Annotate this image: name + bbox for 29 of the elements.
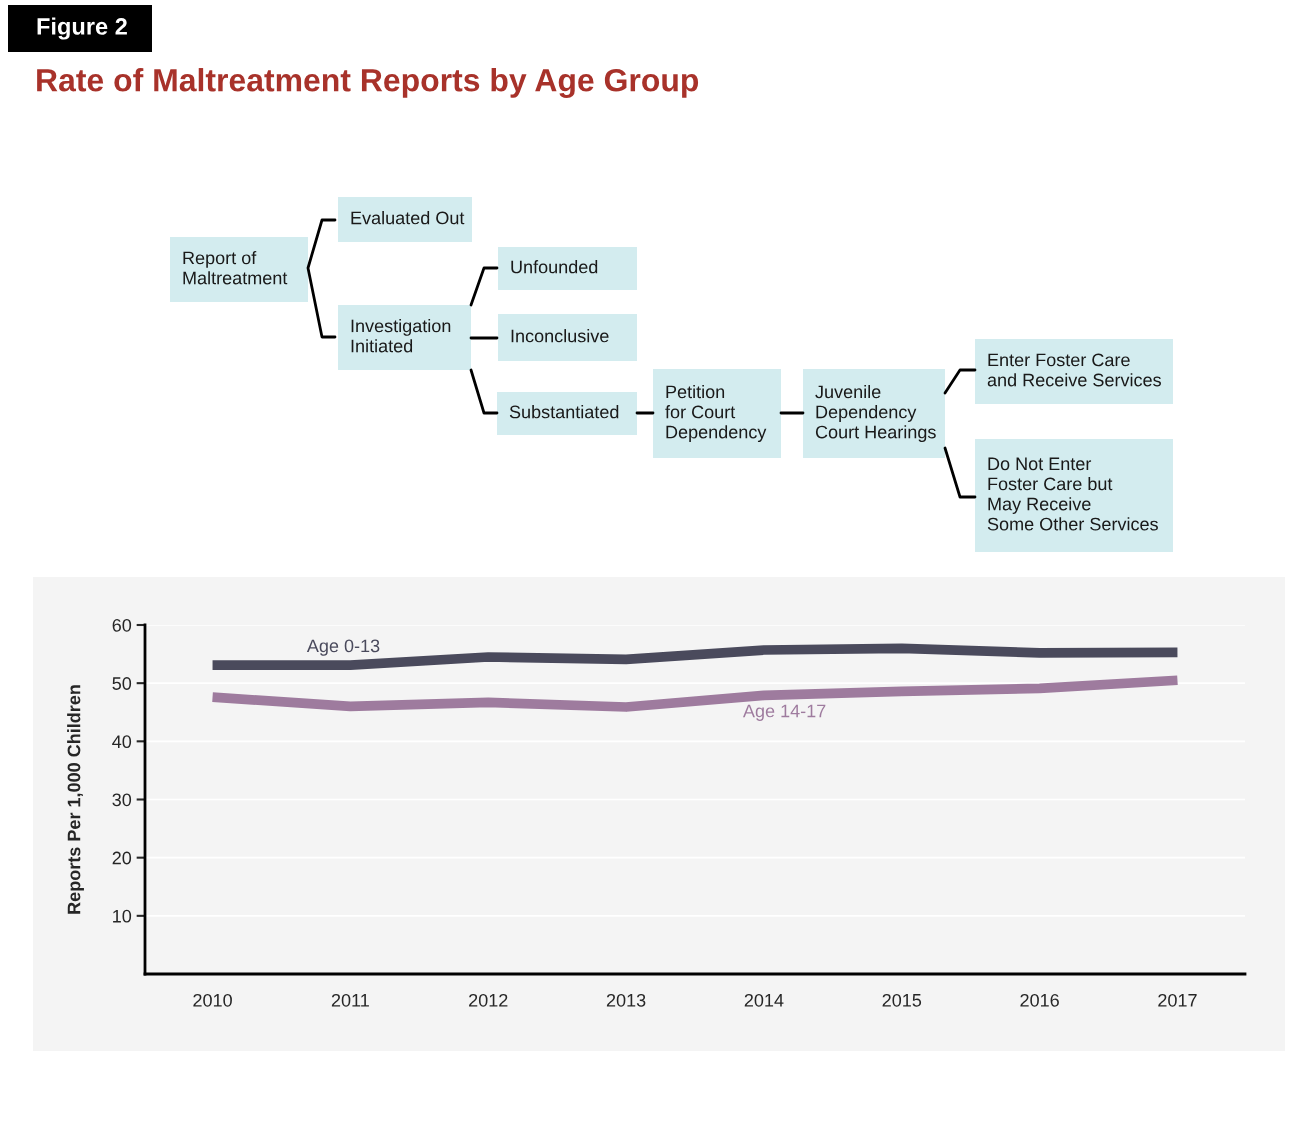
- text: Report of Maltreatment: [183, 251, 288, 285]
- y-tick-label: 50: [112, 677, 132, 690]
- text: Petition for Court Dependency: [665, 384, 767, 443]
- chart-title: Rate of Maltreatment Reports by Age Group: [37, 68, 699, 98]
- text: Unfounded: [511, 260, 598, 274]
- text: Inconclusive: [511, 329, 609, 343]
- x-tick-label: 2015: [882, 993, 922, 1007]
- x-tick-label: 2013: [606, 993, 646, 1007]
- x-tick-label: 2014: [744, 993, 784, 1007]
- text: Enter Foster Care and Receive Services: [987, 353, 1161, 387]
- y-tick-label: 20: [112, 851, 132, 865]
- x-tick-label: 2016: [1020, 993, 1059, 1007]
- x-tick-label: 2012: [469, 993, 508, 1007]
- text: Substantiated: [509, 405, 619, 419]
- caption: Figure 2: [37, 17, 127, 40]
- series-label: Age 14-17: [742, 704, 826, 721]
- y-tick-label: 60: [112, 618, 132, 632]
- x-tick-label: 2010: [193, 993, 232, 1007]
- text: Juvenile Dependency Court Hearings: [815, 384, 936, 443]
- text: Evaluated Out: [351, 211, 465, 225]
- x-tick-label: 2017: [1158, 993, 1197, 1007]
- y-tick-label: 30: [112, 793, 132, 807]
- y-tick-label: 10: [113, 909, 132, 923]
- text: Do Not Enter Foster Care but May Receive Some Other Services: [987, 457, 1158, 531]
- series-label: Age 0-13: [306, 639, 380, 656]
- y-tick-label: 40: [112, 735, 132, 749]
- text: Investigation Initiated: [351, 319, 451, 353]
- y-axis-title: Reports Per 1,000 Children: [67, 685, 84, 914]
- x-tick-label: 2011: [331, 993, 369, 1007]
